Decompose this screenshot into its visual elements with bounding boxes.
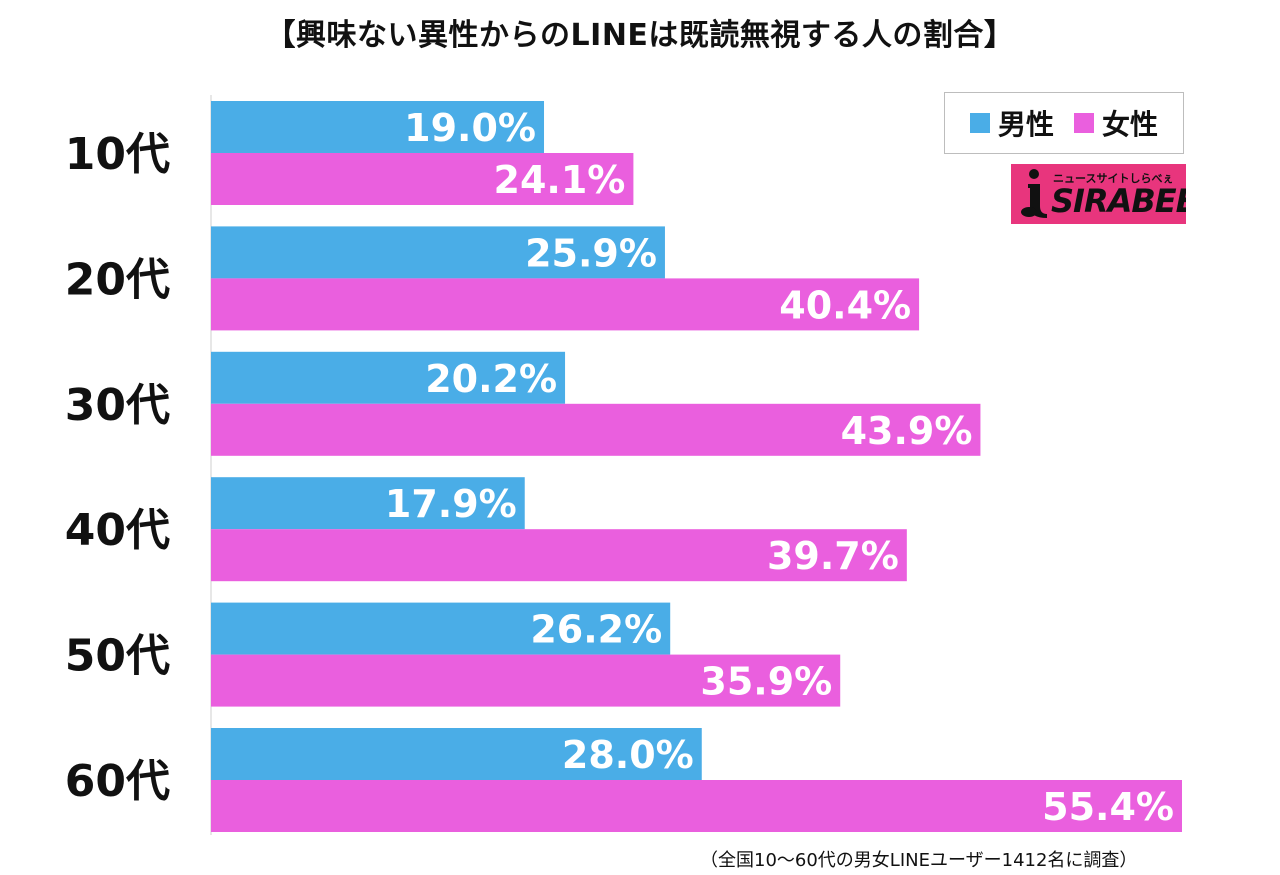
bar-male-10 bbox=[211, 101, 545, 153]
data-label-female-20: 40.4% bbox=[779, 283, 911, 327]
legend-label-female: 女性 bbox=[1102, 108, 1159, 141]
legend-swatch-female bbox=[1074, 113, 1094, 133]
legend-swatch-male bbox=[969, 113, 990, 133]
data-label-male-40: 17.9% bbox=[385, 482, 517, 526]
chart-title: 【興味ない異性からのLINEは既読無視する人の割合】 bbox=[265, 18, 1015, 53]
category-label-50: 50代 bbox=[65, 631, 170, 682]
bar-male-60 bbox=[211, 728, 702, 780]
data-label-male-60: 28.0% bbox=[562, 733, 694, 777]
bar-female-50 bbox=[211, 654, 841, 707]
legend-item-male: 男性 bbox=[969, 103, 1054, 143]
bar-female-10 bbox=[211, 153, 634, 205]
logo-text: SIRABEE bbox=[1051, 182, 1186, 220]
logo-i-icon bbox=[1021, 169, 1047, 218]
logo-tagline: ニュースサイトしらべぇ bbox=[1053, 172, 1174, 185]
data-label-female-30: 43.9% bbox=[841, 409, 973, 453]
category-label-60: 60代 bbox=[65, 756, 170, 807]
sirabee-logo: ニュースサイトしらべぇ SIRABEE bbox=[1011, 164, 1186, 224]
footnote: （全国10〜60代の男女LINEユーザー1412名に調査） bbox=[700, 850, 1138, 871]
legend: 男性 女性 bbox=[944, 92, 1184, 154]
bar-male-30 bbox=[211, 351, 566, 404]
data-label-female-60: 55.4% bbox=[1042, 785, 1174, 829]
data-label-female-40: 39.7% bbox=[767, 534, 899, 578]
bar-male-20 bbox=[211, 226, 665, 279]
data-label-male-10: 19.0% bbox=[404, 106, 536, 150]
data-label-female-10: 24.1% bbox=[494, 158, 626, 202]
legend-item-female: 女性 bbox=[1074, 103, 1158, 143]
bar-male-50 bbox=[211, 602, 671, 655]
bar-female-60 bbox=[211, 780, 1182, 832]
bar-male-40 bbox=[211, 477, 525, 530]
data-label-female-50: 35.9% bbox=[700, 660, 832, 704]
data-label-male-30: 20.2% bbox=[425, 357, 557, 401]
data-label-male-50: 26.2% bbox=[530, 608, 662, 652]
category-label-30: 30代 bbox=[65, 380, 170, 431]
bar-female-30 bbox=[211, 403, 981, 456]
bar-female-20 bbox=[211, 278, 920, 331]
bar-female-40 bbox=[211, 529, 907, 582]
category-label-10: 10代 bbox=[65, 129, 170, 180]
category-label-40: 40代 bbox=[65, 505, 170, 556]
legend-label-male: 男性 bbox=[997, 108, 1054, 141]
data-label-male-20: 25.9% bbox=[525, 231, 657, 275]
category-label-20: 20代 bbox=[65, 254, 170, 305]
